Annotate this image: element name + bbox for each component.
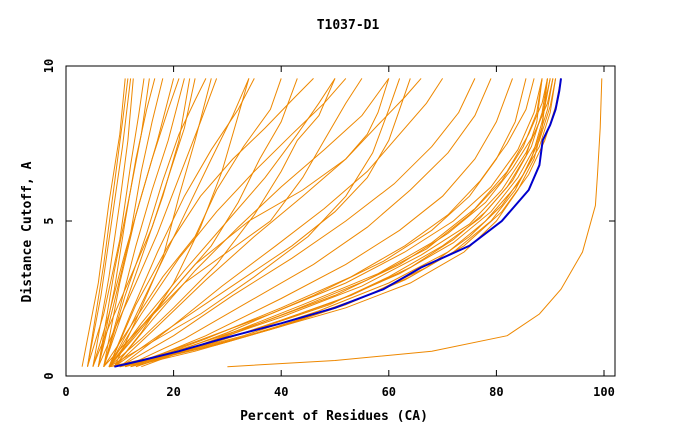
- model-curve-45: [113, 78, 212, 367]
- model-curve-32: [92, 78, 134, 367]
- model-curve-39: [81, 78, 126, 367]
- model-curve-2: [108, 78, 548, 368]
- model-curve-36: [103, 78, 185, 367]
- model-curve-17: [130, 78, 513, 368]
- model-curve-21: [114, 78, 422, 368]
- x-tick-label: 40: [274, 385, 288, 399]
- y-axis-ticks: 0 5 10: [42, 59, 615, 380]
- model-curve-18: [124, 78, 492, 368]
- model-curve-41: [103, 78, 191, 367]
- model-curve-23: [108, 78, 347, 367]
- model-curve-35: [92, 78, 175, 367]
- model-curve-14: [141, 78, 548, 368]
- model-curve-5: [114, 78, 548, 368]
- highlight-curve: [114, 78, 562, 368]
- model-curve-22: [114, 78, 390, 368]
- model-curve-13: [125, 78, 543, 368]
- highlight-layer: [114, 78, 562, 368]
- x-axis-ticks: 0 20 40 60 80 100: [62, 66, 615, 399]
- model-curve-26: [114, 78, 411, 368]
- model-curve-37: [97, 78, 150, 367]
- model-curve-44: [87, 78, 145, 367]
- model-curve-46: [108, 78, 336, 368]
- model-curve-28: [108, 78, 255, 367]
- chart-title: T1037-D1: [317, 18, 380, 33]
- model-curve-15: [130, 78, 535, 368]
- model-curve-1: [227, 78, 603, 368]
- x-tick-label: 100: [593, 385, 615, 399]
- model-curve-49: [108, 78, 298, 368]
- model-curve-29: [103, 78, 207, 367]
- x-tick-label: 0: [62, 385, 69, 399]
- y-tick-label: 0: [42, 372, 56, 379]
- model-curve-33: [87, 78, 129, 367]
- series-layer: [81, 78, 603, 368]
- model-curve-34: [97, 78, 164, 367]
- x-tick-label: 20: [166, 385, 180, 399]
- model-curve-51: [103, 78, 363, 368]
- model-curve-50: [114, 78, 250, 368]
- y-tick-label: 5: [42, 217, 56, 224]
- model-curve-16: [135, 78, 527, 368]
- model-curve-11: [130, 78, 551, 368]
- model-curve-38: [87, 78, 132, 367]
- x-tick-label: 80: [489, 385, 503, 399]
- model-curve-20: [119, 78, 444, 368]
- model-curve-19: [119, 78, 476, 368]
- x-tick-label: 60: [382, 385, 396, 399]
- model-curve-12: [135, 78, 543, 368]
- y-axis-label: Distance Cutoff, A: [20, 161, 35, 302]
- y-tick-label: 10: [42, 59, 56, 73]
- model-curve-25: [108, 78, 390, 368]
- model-curve-42: [97, 78, 218, 367]
- model-curve-47: [108, 78, 401, 368]
- x-axis-label: Percent of Residues (CA): [240, 409, 428, 424]
- model-curve-27: [108, 78, 336, 367]
